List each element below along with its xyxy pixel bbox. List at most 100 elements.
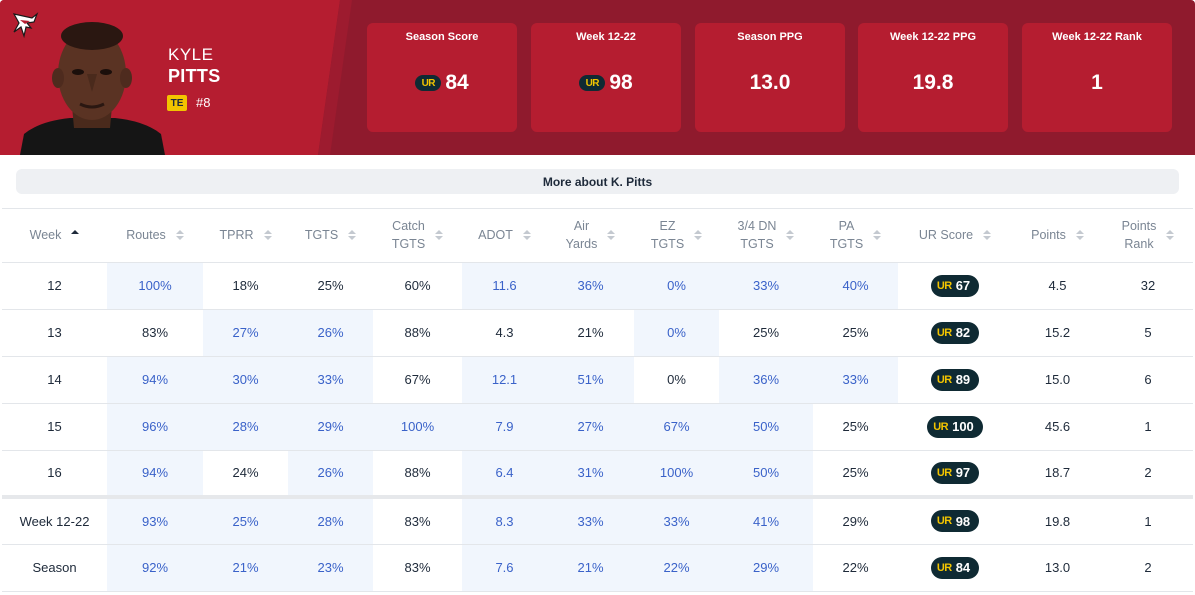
table-row: 14 94% 30% 33% 67% 12.1 51% 0% 36% 33% UR 89 15.0 6 [2,356,1193,404]
column-header-tgts[interactable]: TGTS [288,209,373,263]
ur-logo-icon: UR [936,373,952,386]
column-header-line: Points [1121,219,1157,234]
column-header-label: Week [30,226,62,244]
column-header-points-rank[interactable]: Points Rank [1103,209,1193,263]
sort-arrows-icon[interactable] [175,230,184,241]
ur-score-value: 67 [955,278,971,293]
column-header-line: PA [838,219,855,234]
stat-cell: 67% [373,356,462,404]
ur-score-badge: UR 97 [930,461,980,484]
sort-arrows-icon[interactable] [694,230,703,241]
sort-arrows-icon[interactable] [435,230,444,241]
stat-card-season-ppg: Season PPG 13.0 [695,23,845,132]
column-header-label: 3/4 DN TGTS [738,217,777,253]
stat-cell: 2 [1103,544,1193,592]
column-header-line: TGTS [740,237,774,252]
week-cell: 15 [2,403,107,451]
stat-cell: 2 [1103,450,1193,498]
column-header-3-4-dn-tgts[interactable]: 3/4 DN TGTS [719,209,813,263]
stat-cell: 29% [288,403,373,451]
column-header-routes[interactable]: Routes [107,209,203,263]
ur-logo-icon: UR [936,279,952,292]
column-header-adot[interactable]: ADOT [462,209,547,263]
column-header-label: TPRR [219,226,253,244]
table-row: 16 94% 24% 26% 88% 6.4 31% 100% 50% 25% UR 97 18.7 2 [2,450,1193,498]
ur-score-cell: UR 67 [898,262,1012,310]
stat-value: 1 [1022,71,1172,95]
column-header-week[interactable]: Week [2,209,107,263]
column-header-points[interactable]: Points [1012,209,1103,263]
column-header-label: UR Score [919,226,973,244]
sort-arrows-icon[interactable] [873,230,882,241]
stat-number: 1 [1091,71,1103,94]
stat-cell: 40% [813,262,898,310]
column-header-ur-score[interactable]: UR Score [898,209,1012,263]
sort-arrows-icon[interactable] [1166,230,1175,241]
stat-cell: 33% [634,495,719,545]
player-header: KYLE PITTS TE #8 Season Score UR 84 Week… [0,0,1195,155]
stat-cell: 15.2 [1012,309,1103,357]
stat-cell: 26% [288,450,373,498]
column-header-line: TPRR [219,228,254,243]
stat-cell: 33% [288,356,373,404]
sort-arrows-icon[interactable] [522,230,531,241]
stat-cell: 88% [373,309,462,357]
sort-arrows-icon[interactable] [607,230,616,241]
stat-cell: 100% [373,403,462,451]
falcons-logo-icon [12,12,39,39]
stat-cell: 45.6 [1012,403,1103,451]
stat-cell: 4.3 [462,309,547,357]
stat-card-week-rank: Week 12-22 Rank 1 [1022,23,1172,132]
more-about-button[interactable]: More about K. Pitts [16,169,1179,194]
ur-score-cell: UR 89 [898,356,1012,404]
ur-score-value: 100 [952,419,974,434]
player-last-name: PITTS [168,66,221,86]
column-header-ez-tgts[interactable]: EZ TGTS [634,209,719,263]
column-header-label: Air Yards [566,217,598,253]
summary-row: Season 92% 21% 23% 83% 7.6 21% 22% 29% 22% UR 84 13.… [2,544,1193,592]
ur-logo-icon: UR [933,420,949,433]
stat-cell: 21% [547,309,634,357]
stat-cell: 0% [634,309,719,357]
column-header-line: TGTS [391,237,426,252]
sort-arrows-icon[interactable] [71,230,80,241]
stat-cell: 29% [813,495,898,545]
sort-arrows-icon[interactable] [263,230,272,241]
sort-arrows-icon[interactable] [983,230,992,241]
stat-number: 84 [445,71,469,94]
stat-cell: 88% [373,450,462,498]
stat-cell: 5 [1103,309,1193,357]
sort-arrows-icon[interactable] [786,230,795,241]
stat-cell: 30% [203,356,288,404]
column-header-line: Rank [1124,237,1154,252]
stat-cell: 25% [813,309,898,357]
column-header-air-yards[interactable]: Air Yards [547,209,634,263]
week-cell: 13 [2,309,107,357]
ur-score-value: 98 [955,513,971,529]
ur-score-badge: UR 98 [930,510,980,533]
stat-cell: 6 [1103,356,1193,404]
stat-number: 98 [609,71,633,94]
column-header-tprr[interactable]: TPRR [203,209,288,263]
column-header-label: Points [1031,226,1066,244]
week-cell: Season [2,544,107,592]
stat-cell: 28% [288,495,373,545]
stat-cell: 12.1 [462,356,547,404]
sort-arrows-icon[interactable] [1075,230,1084,241]
column-header-pa-tgts[interactable]: PA TGTS [813,209,898,263]
column-header-line: Air [573,219,590,234]
ur-logo-icon: UR [936,515,952,528]
stat-value: UR 98 [531,71,681,95]
column-header-catch-tgts[interactable]: Catch TGTS [373,209,462,263]
column-header-line: UR Score [918,228,974,243]
sort-arrows-icon[interactable] [348,230,357,241]
ur-logo-icon: UR [936,466,952,479]
ur-logo-icon: UR [579,75,606,91]
stat-card-season-score: Season Score UR 84 [367,23,517,132]
stat-cell: 0% [634,356,719,404]
column-header-label: ADOT [478,226,513,244]
stat-cell: 60% [373,262,462,310]
column-header-line: TGTS [304,228,339,243]
stat-cell: 96% [107,403,203,451]
stat-label: Week 12-22 PPG [889,31,976,43]
